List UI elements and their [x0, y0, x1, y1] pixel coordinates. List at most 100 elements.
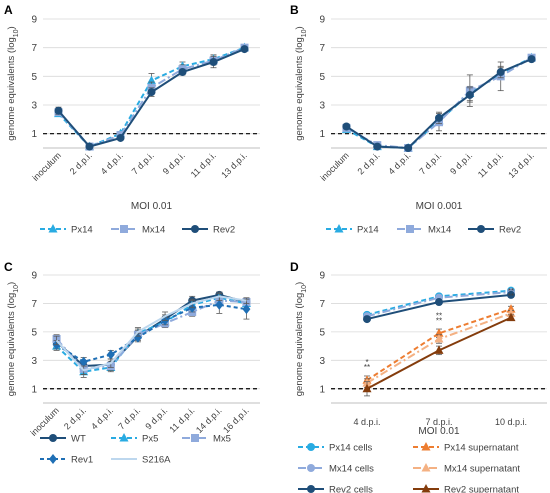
data-point	[435, 298, 443, 307]
y-tick-label: 1	[319, 384, 325, 395]
y-tick-label: 1	[31, 384, 37, 395]
legend-item: Px14 cells	[298, 443, 373, 454]
series-rev1	[52, 295, 251, 367]
significance-annotation: **	[436, 316, 442, 325]
x-axis-label: MOI 0.01	[131, 201, 173, 212]
y-tick-label: 9	[319, 15, 325, 26]
x-axis-label: MOI 0.01	[418, 426, 460, 437]
x-tick-label: 4 d.p.i.	[99, 150, 125, 176]
legend-marker	[307, 485, 315, 493]
x-tick-label: 16 d.p.i.	[221, 405, 251, 435]
legend-item: Px14 supernatant	[413, 442, 519, 454]
series-line	[56, 303, 247, 363]
data-point	[240, 45, 249, 54]
significance-annotation: *	[365, 358, 368, 367]
x-tick-label: 13 d.p.i.	[506, 150, 536, 180]
legend-label: WT	[71, 434, 86, 445]
panel-B: B 1 3 5 7 9 genome equivalents (log10) inoculum…	[290, 3, 547, 236]
y-tick-label: 1	[31, 129, 37, 140]
legend-marker	[119, 433, 129, 442]
legend-item: Mx5	[182, 434, 231, 445]
x-tick-label: 7 d.p.i.	[425, 417, 452, 427]
x-tick-label: 4 d.p.i.	[386, 150, 412, 176]
x-tick-label: 9 d.p.i.	[448, 150, 474, 176]
legend-marker	[191, 225, 199, 233]
x-tick-label: 9 d.p.i.	[143, 405, 169, 431]
panel-A: A 1 3 5 7 9 genome equivalents (log10) inoculum…	[4, 3, 260, 236]
y-axis-label: genome equivalents (log10)	[294, 282, 308, 396]
y-axis-label-end: )	[294, 26, 305, 29]
data-point	[507, 290, 515, 299]
data-point	[527, 55, 536, 64]
x-tick-label: 4 d.p.i.	[89, 405, 115, 431]
legend-item: Mx14 supernatant	[413, 463, 520, 475]
y-tick-label: 1	[319, 129, 325, 140]
x-tick-label: inoculum	[30, 150, 63, 183]
legend-marker	[191, 434, 199, 442]
data-point	[496, 68, 505, 77]
legend-marker	[406, 225, 414, 233]
legend-marker	[49, 454, 57, 464]
series-rev2-cells	[363, 290, 515, 324]
y-axis-label-sub: 10	[301, 29, 308, 37]
legend-item: Px14	[40, 224, 93, 236]
legend-item: WT	[40, 434, 86, 445]
y-axis-label: genome equivalents (log10)	[6, 26, 20, 140]
series-mx14	[342, 53, 536, 152]
y-tick-label: 5	[31, 327, 37, 338]
series-line	[55, 295, 247, 372]
y-axis-label: genome equivalents (log10)	[294, 26, 308, 140]
y-axis-label-sub: 10	[13, 29, 20, 37]
y-axis-label-text: genome equivalents (log	[294, 37, 305, 141]
x-tick-label: 11 d.p.i.	[476, 150, 505, 179]
y-tick-label: 3	[31, 356, 37, 367]
significance-annotation: **	[436, 311, 442, 320]
y-axis-label-text: genome equivalents (log	[294, 293, 305, 397]
series-rev2	[342, 55, 536, 152]
data-point	[215, 299, 224, 310]
legend-item: Mx14 cells	[298, 464, 374, 475]
x-tick-label: 9 d.p.i.	[161, 150, 187, 176]
legend-label: Mx14	[428, 225, 451, 236]
legend-item: Mx14	[397, 225, 451, 236]
legend-label: Mx14 cells	[329, 464, 374, 475]
x-tick-label: 11 d.p.i.	[189, 150, 218, 179]
data-point	[85, 142, 94, 151]
data-point	[435, 113, 443, 122]
legend-label: Rev2	[213, 225, 235, 236]
data-point	[363, 315, 371, 324]
significance-annotation: **	[364, 363, 370, 372]
y-tick-label: 7	[319, 43, 325, 54]
y-axis-label-text: genome equivalents (log	[6, 37, 17, 141]
data-point	[209, 58, 218, 66]
data-point	[362, 383, 372, 393]
data-point	[342, 122, 351, 131]
legend-marker	[307, 464, 315, 472]
y-tick-label: 9	[31, 15, 37, 26]
significance-annotation: **	[508, 292, 514, 301]
data-point	[79, 356, 88, 367]
legend-marker	[120, 225, 128, 233]
series-rev2	[54, 45, 249, 151]
series-rev2-supernatant	[362, 312, 516, 397]
legend-item: Rev2	[182, 225, 235, 236]
data-point	[434, 334, 444, 343]
x-tick-label: 2 d.p.i.	[62, 405, 88, 431]
y-tick-label: 9	[319, 271, 325, 282]
x-tick-label: 2 d.p.i.	[356, 150, 382, 176]
y-tick-label: 5	[319, 327, 325, 338]
x-tick-label: 10 d.p.i.	[495, 417, 527, 427]
x-tick-label: inoculum	[318, 150, 351, 183]
legend-marker	[49, 434, 57, 442]
x-tick-label: 13 d.p.i.	[219, 150, 249, 180]
legend-label: Mx14	[142, 225, 165, 236]
legend-item: Rev2 cells	[298, 485, 373, 493]
x-tick-label: 2 d.p.i.	[68, 150, 94, 176]
y-axis-label: genome equivalents (log10)	[6, 282, 20, 396]
y-tick-label: 5	[31, 72, 37, 83]
x-tick-label: 7 d.p.i.	[130, 150, 156, 176]
legend-item: Px5	[111, 433, 158, 445]
legend-label: Px14 cells	[329, 443, 373, 454]
legend-label: Rev2 supernatant	[444, 485, 519, 493]
legend-label: Mx5	[213, 434, 231, 445]
